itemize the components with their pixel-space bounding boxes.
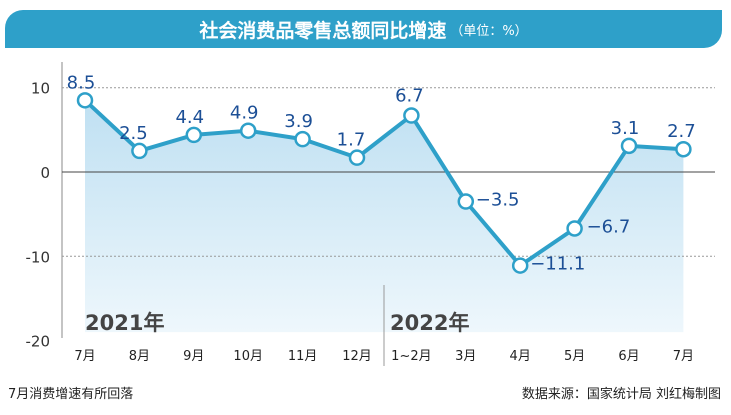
data-label: −11.1 (530, 254, 585, 275)
data-point (511, 257, 529, 274)
x-tick-label: 9月 (183, 349, 204, 364)
data-label: 1.7 (337, 130, 366, 151)
y-tick-label: -10 (26, 248, 51, 266)
x-tick-label: 4月 (510, 349, 531, 364)
x-tick-label: 12月 (342, 349, 372, 364)
data-label: 3.1 (611, 118, 640, 139)
series-line (83, 98, 684, 268)
data-point (348, 149, 366, 166)
chart-title: 社会消费品零售总额同比增速 (199, 19, 447, 42)
source-credit: 数据来源：国家统计局 刘红梅制图 (521, 387, 721, 402)
x-tick-label: 5月 (564, 349, 585, 364)
data-label: 2.7 (667, 121, 696, 142)
data-label: −3.5 (476, 190, 520, 211)
data-point (620, 137, 638, 155)
x-tick-label: 10月 (233, 349, 263, 364)
data-point (403, 107, 420, 124)
x-tick-label: 8月 (129, 349, 150, 364)
x-tick-label: 11月 (288, 349, 318, 364)
data-label: 3.9 (284, 111, 313, 132)
x-tick-label: 6月 (618, 349, 639, 364)
caption: 7月消费增速有所回落 (8, 387, 134, 402)
data-point (294, 130, 311, 148)
year-label: 2021年 (85, 311, 164, 335)
y-tick-label: -20 (26, 333, 51, 351)
data-label: 4.9 (230, 103, 259, 124)
chart-unit: （单位：%） (450, 23, 528, 39)
data-point (76, 92, 94, 109)
data-label: 8.5 (67, 72, 96, 93)
x-tick-label: 7月 (74, 349, 95, 364)
data-point (457, 193, 475, 210)
data-point (675, 140, 692, 158)
y-tick-label: 0 (40, 164, 50, 182)
data-label: 2.5 (119, 123, 148, 144)
data-point (566, 220, 583, 237)
data-label: 4.4 (175, 107, 204, 128)
data-point (239, 122, 257, 139)
area-fill (85, 100, 684, 333)
data-label: −6.7 (587, 216, 631, 237)
year-label: 2022年 (390, 311, 469, 335)
data-label: 6.7 (395, 86, 424, 107)
y-tick-label: 10 (31, 80, 50, 98)
x-tick-label: 3月 (455, 349, 476, 364)
data-point (131, 142, 148, 160)
title-banner: 社会消费品零售总额同比增速 （单位：%） (5, 10, 722, 48)
x-tick-label: 7月 (673, 349, 694, 364)
data-point (185, 126, 203, 144)
x-tick-label: 1~2月 (391, 349, 431, 364)
